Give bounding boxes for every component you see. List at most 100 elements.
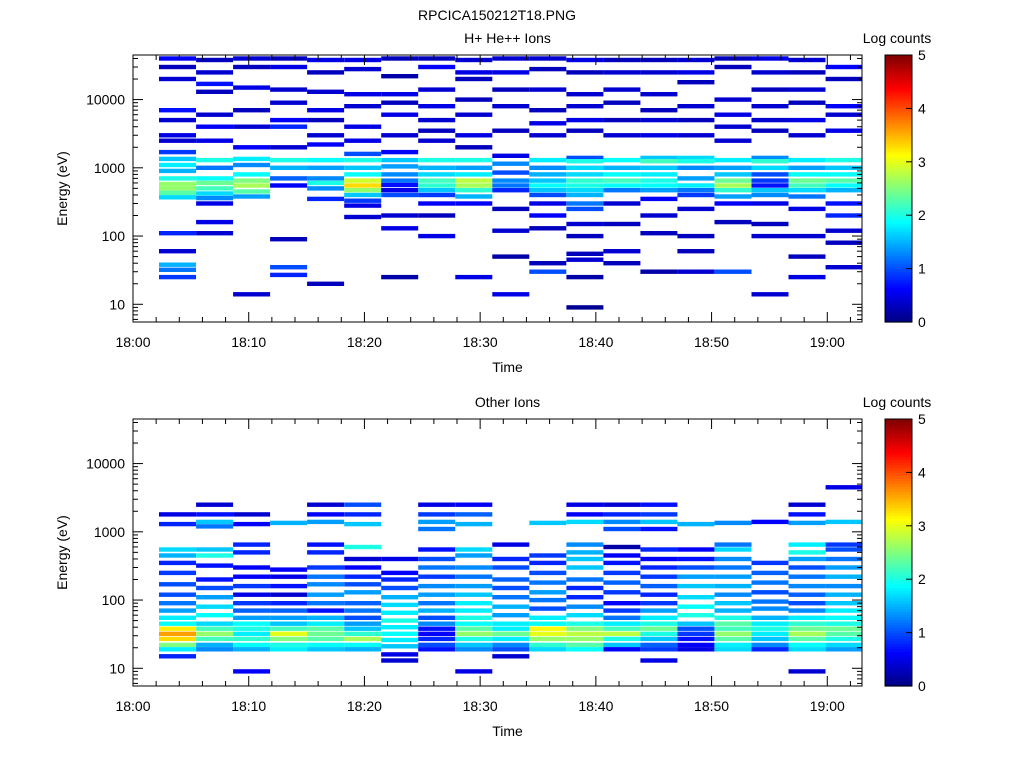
heatmap-cell <box>455 145 493 150</box>
colorbar-tick-label: 4 <box>918 464 926 480</box>
heatmap-cell <box>566 192 604 198</box>
colorbar-segment <box>885 459 912 463</box>
heatmap-cell <box>196 219 234 225</box>
heatmap-cell <box>344 138 382 143</box>
heatmap-cell <box>788 206 826 212</box>
heatmap-cell <box>825 565 862 570</box>
heatmap-cell <box>344 636 382 642</box>
heatmap-cell <box>640 70 678 75</box>
heatmap-cell <box>196 138 234 143</box>
heatmap-cell <box>159 156 196 162</box>
heatmap-cell <box>603 172 641 177</box>
heatmap-cell <box>159 267 196 272</box>
heatmap-cell <box>825 647 862 652</box>
colorbar-segment <box>885 303 912 307</box>
heatmap-cell <box>529 121 567 126</box>
heatmap-cell <box>640 592 678 597</box>
heatmap-cell <box>603 157 641 163</box>
heatmap-cell <box>566 70 604 75</box>
y-tick-label: 10000 <box>86 456 125 472</box>
heatmap-cell <box>159 654 196 659</box>
heatmap-cell <box>455 502 493 507</box>
heatmap-cell <box>418 636 456 642</box>
heatmap-cell <box>344 608 382 613</box>
heatmap-cell <box>603 626 641 631</box>
heatmap-cell <box>677 574 715 579</box>
heatmap-cell <box>677 155 715 161</box>
heatmap-cell <box>196 81 234 87</box>
heatmap-cell <box>529 56 567 61</box>
heatmap-cell <box>344 66 382 72</box>
heatmap-cell <box>159 162 196 168</box>
colorbar-segment <box>885 619 912 623</box>
heatmap-cell <box>640 231 678 236</box>
heatmap-cell <box>307 642 345 648</box>
heatmap-cell <box>640 583 678 589</box>
heatmap-cell <box>196 524 234 529</box>
colorbar-segment <box>885 140 912 144</box>
colorbar-segment <box>885 188 912 192</box>
heatmap-cell <box>307 89 345 94</box>
colorbar-segment <box>885 675 912 679</box>
heatmap-cell <box>714 124 752 129</box>
heatmap-cell <box>566 188 604 193</box>
heatmap-cell <box>751 519 789 525</box>
colorbar-segment <box>885 445 912 449</box>
heatmap-cell <box>233 178 271 183</box>
heatmap-cell <box>233 647 271 652</box>
heatmap-cell <box>492 636 530 642</box>
colorbar-segment <box>885 313 912 318</box>
heatmap-cell <box>492 178 530 183</box>
heatmap-cell <box>529 133 567 138</box>
heatmap-cell <box>677 626 715 631</box>
colorbar-tick-label: 2 <box>918 207 926 223</box>
heatmap-cell <box>566 155 604 161</box>
heatmap-cell <box>603 621 641 626</box>
colorbar-segment <box>885 209 912 214</box>
colorbar-segment <box>885 172 912 176</box>
colorbar-segment <box>885 464 912 468</box>
heatmap-cell <box>159 547 196 552</box>
heatmap-cell <box>196 519 234 525</box>
heatmap-cell <box>196 642 234 648</box>
heatmap-cell <box>714 56 752 61</box>
heatmap-cell <box>529 183 567 188</box>
heatmap-cell <box>196 585 234 591</box>
heatmap-cell <box>566 613 604 618</box>
heatmap-cell <box>344 214 382 220</box>
heatmap-cell <box>492 170 530 175</box>
heatmap-cell <box>233 162 271 168</box>
colorbar-segment <box>885 223 912 227</box>
heatmap-cell <box>788 165 826 170</box>
heatmap-cell <box>418 626 456 631</box>
heatmap-cell <box>196 195 234 201</box>
colorbar-segment <box>885 156 912 160</box>
panel-2: Other Ions 18:00 18:10 18:20 18:30 18:40 18:50… <box>54 394 931 739</box>
heatmap-cell <box>381 133 419 138</box>
heatmap-cells <box>159 56 862 310</box>
heatmap-cell <box>788 565 826 570</box>
heatmap-cell <box>418 138 456 143</box>
colorbar-segment <box>885 560 912 564</box>
heatmap-cell <box>825 519 862 525</box>
heatmap-cell <box>492 556 530 562</box>
colorbar-segment <box>885 204 912 208</box>
x-tick-label: 19:00 <box>810 334 845 350</box>
colorbar-segment <box>885 499 912 503</box>
heatmap-cell <box>788 631 826 636</box>
heatmap-cell <box>418 512 456 517</box>
colorbar-segment <box>885 589 912 594</box>
heatmap-cell <box>381 182 419 188</box>
heatmap-cell <box>233 85 271 90</box>
heatmap-cell <box>270 647 308 652</box>
heatmap-cell <box>714 556 752 562</box>
heatmap-cell <box>196 636 234 642</box>
heatmap-cell <box>529 188 567 193</box>
heatmap-cell <box>603 544 641 550</box>
heatmap-cell <box>381 100 419 105</box>
heatmap-cell <box>233 145 271 150</box>
colorbar-segment <box>885 552 912 556</box>
colorbar-segment <box>885 435 912 439</box>
heatmap-cell <box>233 542 271 547</box>
colorbar-segment <box>885 651 912 655</box>
